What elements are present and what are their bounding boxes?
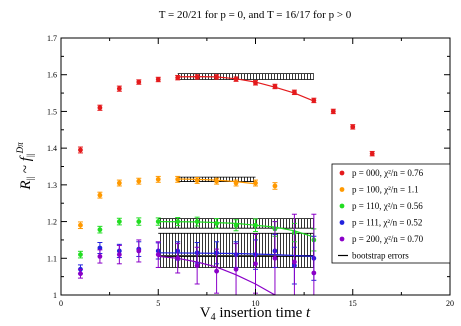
data-point	[330, 109, 336, 114]
legend-label: p = 111, χ²/n = 0.52	[352, 218, 422, 228]
legend-label: bootstrap errors	[352, 251, 409, 261]
data-point	[233, 180, 239, 186]
axis-ticks: 0 5 10 15 20 1 1.1 1.2 1.3 1.4 1.5 1.6 1.7	[47, 34, 454, 308]
legend-marker	[339, 220, 345, 225]
data-point	[116, 86, 122, 92]
data-point	[369, 151, 375, 157]
legend-label: p = 000, χ²/n = 0.76	[352, 168, 424, 178]
legend-marker	[339, 187, 345, 192]
data-point	[175, 176, 181, 182]
data-point	[194, 74, 200, 80]
data-point	[233, 222, 239, 228]
data-point	[214, 178, 220, 184]
y-tick-label: 1.5	[47, 107, 57, 116]
y-tick-label: 1.4	[47, 144, 57, 153]
y-tick-label: 1.1	[47, 254, 57, 263]
x-tick-label: 15	[349, 299, 357, 308]
data-point	[253, 80, 258, 86]
data-point	[253, 261, 258, 267]
x-tick-label: 20	[446, 299, 454, 308]
data-point	[97, 227, 103, 233]
x-tick-label: 10	[252, 299, 260, 308]
data-point	[233, 266, 239, 272]
data-point	[97, 245, 103, 251]
data-points	[77, 74, 375, 296]
data-point	[292, 259, 297, 265]
legend-box	[331, 163, 451, 264]
data-point	[136, 219, 142, 224]
data-point	[253, 222, 258, 228]
data-point	[233, 76, 239, 82]
data-point	[155, 252, 161, 258]
data-point	[311, 98, 317, 103]
data-point	[253, 180, 258, 186]
legend-label: p = 100, χ²/n = 1.1	[352, 185, 419, 195]
data-point	[78, 222, 83, 228]
y-axis-label: R|| ~ f||Dπ	[15, 142, 35, 191]
data-point	[78, 252, 83, 258]
fit-curve	[177, 75, 315, 102]
bootstrap-band	[177, 73, 314, 80]
data-point	[155, 219, 161, 224]
data-point	[175, 219, 181, 224]
data-point	[78, 271, 83, 277]
data-point	[97, 254, 103, 259]
data-point	[136, 248, 142, 254]
bootstrap-bands	[158, 73, 314, 268]
legend-marker	[339, 203, 345, 209]
data-point	[292, 89, 297, 95]
data-point	[155, 176, 161, 182]
legend-marker	[339, 236, 345, 242]
data-point	[272, 84, 278, 89]
data-point	[194, 178, 200, 183]
legend: p = 000, χ²/n = 0.76 p = 100, χ²/n = 1.1 p…	[331, 163, 451, 264]
data-point	[214, 74, 220, 80]
data-point	[350, 124, 356, 130]
y-tick-label: 1	[53, 291, 57, 300]
y-tick-label: 1.6	[47, 71, 57, 80]
data-point	[116, 180, 122, 186]
y-tick-label: 1.3	[47, 181, 57, 190]
data-point	[175, 75, 181, 81]
y-tick-label: 1.7	[47, 34, 57, 43]
x-tick-label: 5	[156, 299, 160, 308]
data-point	[272, 255, 278, 261]
data-point	[116, 219, 122, 224]
data-point	[214, 221, 220, 226]
data-point	[155, 77, 161, 82]
data-point	[97, 192, 103, 198]
data-point	[175, 255, 181, 261]
data-point	[136, 79, 142, 85]
data-point	[272, 183, 278, 189]
y-tick-label: 1.2	[47, 218, 57, 227]
data-point	[194, 219, 200, 224]
data-point	[136, 178, 142, 184]
x-axis-label: V4 insertion time t	[200, 305, 311, 323]
data-point	[194, 263, 200, 269]
data-point	[116, 252, 122, 258]
legend-label: p = 200, χ²/n = 0.70	[352, 234, 424, 244]
data-point	[78, 147, 83, 153]
x-tick-label: 0	[59, 299, 63, 308]
legend-marker	[339, 170, 345, 176]
data-point	[214, 268, 220, 274]
legend-label: p = 110, χ²/n = 0.56	[352, 201, 423, 211]
data-point	[311, 270, 317, 276]
chart-title: T = 20/21 for p = 0, and T = 16/17 for p…	[159, 9, 352, 21]
data-point	[97, 105, 103, 111]
